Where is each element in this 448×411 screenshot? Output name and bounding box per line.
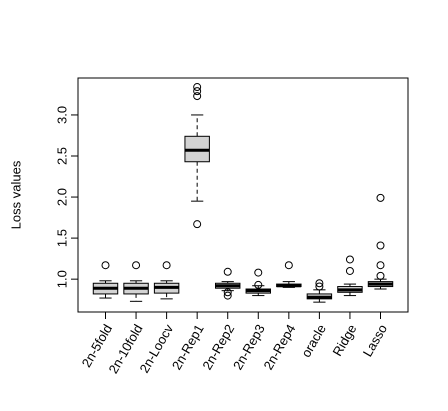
x-tick-label: oracle: [298, 322, 329, 360]
outlier: [193, 87, 202, 96]
outlier: [254, 268, 263, 277]
outlier: [284, 261, 293, 270]
outlier: [193, 83, 202, 92]
outlier: [193, 92, 202, 101]
outlier: [345, 266, 354, 275]
outlier: [223, 288, 232, 297]
outlier: [315, 282, 324, 291]
y-axis-label: Loss values: [8, 160, 23, 229]
y-tick-label: 3.0: [54, 106, 69, 124]
y-tick-label: 1.5: [54, 229, 69, 247]
outlier: [376, 193, 385, 202]
outlier: [223, 291, 232, 300]
outlier: [254, 280, 263, 289]
outlier: [376, 261, 385, 270]
outlier: [101, 261, 110, 270]
outlier: [315, 279, 324, 288]
y-tick-label: 1.0: [54, 270, 69, 288]
outlier: [132, 261, 141, 270]
outlier: [162, 261, 171, 270]
y-tick-label: 2.0: [54, 188, 69, 206]
plot-frame: [77, 77, 409, 313]
y-tick-label: 2.5: [54, 147, 69, 165]
outlier: [193, 220, 202, 229]
outlier: [376, 241, 385, 250]
outlier: [223, 267, 232, 276]
x-tick-label: Ridge: [330, 322, 360, 359]
outlier: [376, 271, 385, 280]
x-tick-label: Lasso: [360, 322, 390, 360]
outlier: [345, 255, 354, 264]
